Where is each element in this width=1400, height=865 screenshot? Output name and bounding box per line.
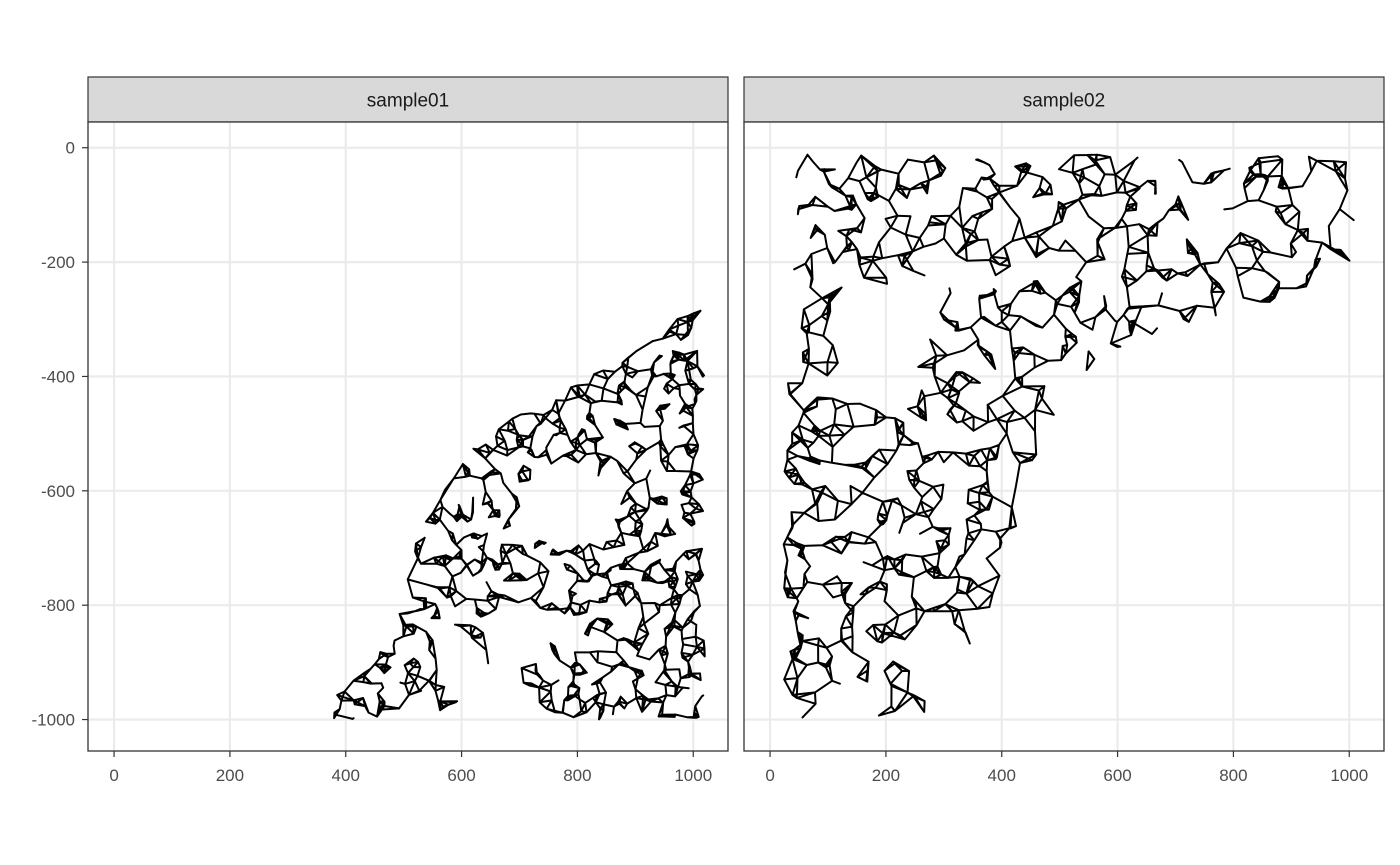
panel-border: [87, 121, 729, 752]
x-tick-label: 800: [563, 766, 591, 785]
facet-strip-label: sample01: [367, 91, 449, 112]
x-tick-label: 800: [1219, 766, 1247, 785]
x-tick-label: 0: [109, 766, 118, 785]
x-tick-label: 600: [447, 766, 475, 785]
facet-panel-sample02: sample02 0 200 400 600 800 1000: [743, 76, 1385, 785]
x-tick-label: 200: [872, 766, 900, 785]
network-sample01: [333, 309, 706, 721]
facet-panel-sample01: sample01 0 200 400 600 800 1000 0 -200 -400 -600 -8…: [32, 76, 729, 785]
y-tick-label: -800: [41, 596, 75, 615]
x-tick-label: 400: [332, 766, 360, 785]
panel-background: [744, 122, 1384, 751]
y-tick-label: 0: [66, 139, 75, 158]
x-tick-label: 1000: [1330, 766, 1368, 785]
x-tick-label: 0: [765, 766, 774, 785]
y-tick-label: -200: [41, 253, 75, 272]
facet-strip: [743, 76, 1385, 123]
x-tick-label: 1000: [674, 766, 712, 785]
network-sample02: [782, 153, 1355, 719]
y-tick-label: -1000: [32, 711, 75, 730]
y-tick-label: -400: [41, 367, 75, 386]
y-tick-label: -600: [41, 482, 75, 501]
network-edges: [782, 153, 1355, 719]
panel-background: [88, 122, 728, 751]
facet-strip-label: sample02: [1023, 91, 1105, 112]
x-tick-label: 600: [1103, 766, 1131, 785]
panel-border: [743, 121, 1385, 752]
x-tick-label: 400: [988, 766, 1016, 785]
x-tick-label: 200: [216, 766, 244, 785]
facet-strip: [87, 76, 729, 123]
network-edges: [333, 309, 706, 721]
